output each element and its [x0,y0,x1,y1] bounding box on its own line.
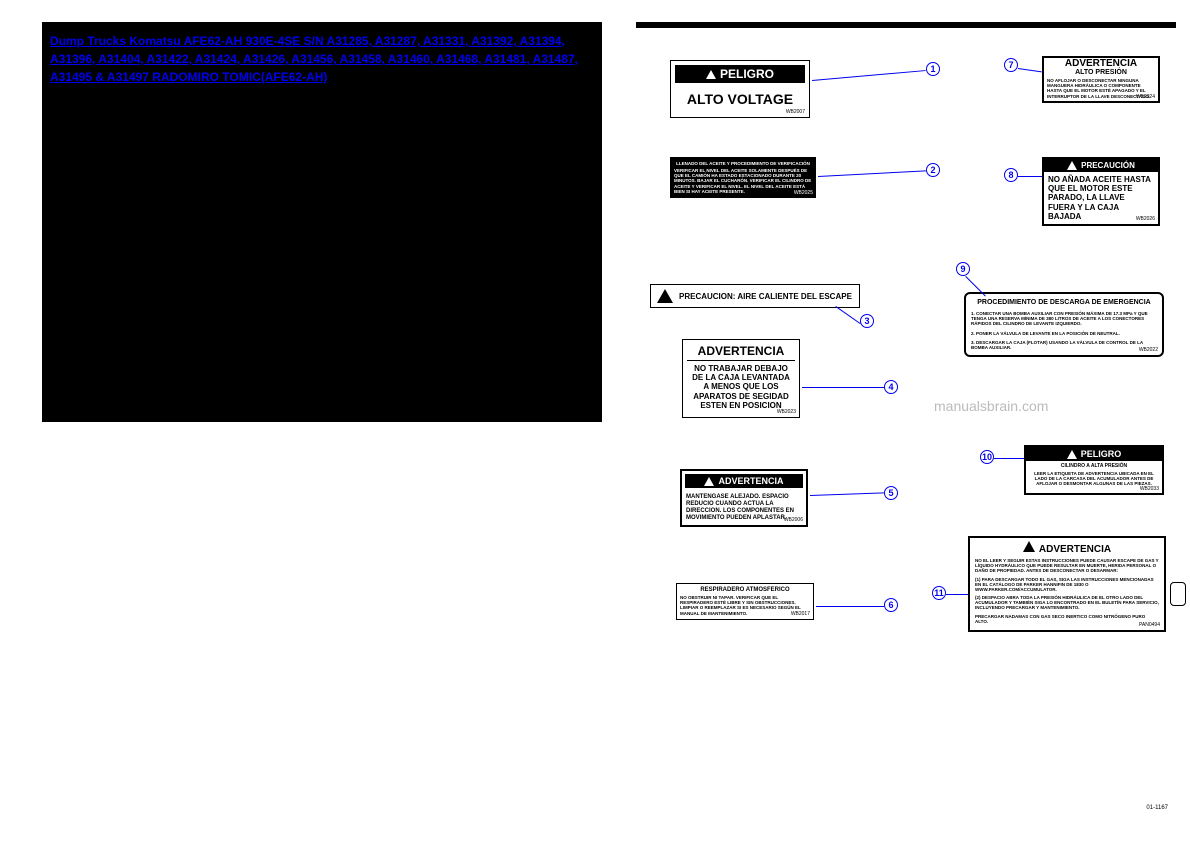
callout-2: 2 [926,163,940,177]
callout-4: 4 [884,380,898,394]
label-1-header: PELIGRO [720,67,774,81]
leader-2 [818,170,926,177]
label-7-header: ADVERTENCIA [1044,58,1158,69]
label-6-header: RESPIRADERO ATMOSFERICO [680,587,810,593]
diagram-page: PELIGRO ALTO VOLTAGE WB2007 LLENADO DEL … [636,22,1176,817]
callout-10: 10 [980,450,994,464]
label-5-mantengase: ADVERTENCIA MANTENGASE ALEJADO. ESPACIO … [680,469,808,527]
label-9-item2: 2. PONER LA VÁLVULA DE LEVANTE EN LA POS… [971,331,1157,336]
label-4-code: WB2023 [777,409,796,415]
leader-5 [810,492,884,496]
label-10-code: WB2033 [1140,486,1159,492]
product-link[interactable]: Dump Trucks Komatsu AFE62-AH 930E-4SE S/… [50,34,578,84]
leader-7 [1018,68,1042,72]
leader-10 [994,458,1024,459]
label-11-item1: (1) PARA DESCARGAR TODO EL GAS, SIGA LAS… [975,577,1159,593]
label-11-header: ADVERTENCIA [1039,544,1111,555]
left-black-panel: Dump Trucks Komatsu AFE62-AH 930E-4SE S/… [42,22,602,422]
callout-7: 7 [1004,58,1018,72]
warning-triangle-icon [1067,161,1077,170]
label-11-body: NO EL LEER Y SEGUIR ESTAS INSTRUCCIONES … [975,558,1159,574]
label-6-code: WB2017 [791,611,810,617]
pressure-gauge-icon [1170,582,1186,606]
warning-triangle-icon [657,289,673,303]
leader-1 [812,70,926,81]
leader-11 [946,594,968,595]
label-9-emergencia: PROCEDIMIENTO DE DESCARGA DE EMERGENCIA … [964,292,1164,357]
watermark: manualsbrain.com [934,398,1048,414]
callout-5: 5 [884,486,898,500]
label-9-header: PROCEDIMIENTO DE DESCARGA DE EMERGENCIA [971,299,1157,306]
label-11-footer: PRECARGAR NADAMAS CON GAS SECO INERTICO … [975,614,1159,624]
label-1-peligro-alto-voltage: PELIGRO ALTO VOLTAGE WB2007 [670,60,810,118]
leader-8 [1018,176,1042,177]
label-9-item1: 1. CONECTAR UNA BOMBA AUXILIAR CON PRESI… [971,311,1157,327]
label-6-respiradero: RESPIRADERO ATMOSFERICO NO OBSTRUIR NI T… [676,583,814,620]
label-3-body: PRECAUCION: AIRE CALIENTE DEL ESCAPE [679,292,852,301]
callout-9: 9 [956,262,970,276]
label-11-code: PAN0494 [1139,622,1160,628]
callout-8: 8 [1004,168,1018,182]
label-1-code: WB2007 [786,109,805,115]
label-2-code: WB2025 [794,190,813,196]
label-8-precaucion: PRECAUCIÓN NO AÑADA ACEITE HASTA QUE EL … [1042,157,1160,226]
label-10-sub: CILINDRO A ALTA PRESIÓN [1026,461,1162,469]
leader-4 [802,387,884,388]
leader-3 [835,306,860,324]
callout-11: 11 [932,586,946,600]
label-7-alto-presion: ADVERTENCIA ALTO PRESIÓN NO AFLOJAR O DE… [1042,56,1160,103]
callout-6: 6 [884,598,898,612]
label-11-item2: (2) DESPACIO ABRA TODA LA PRESIÓN HIDRÁU… [975,595,1159,611]
label-10-header: PELIGRO [1081,449,1122,459]
label-7-code: WB2024 [1136,94,1155,100]
label-2-header: LLENADO DEL ACEITE Y PROCEDIMIENTO DE VE… [674,161,812,166]
leader-6 [816,606,884,607]
label-11-advertencia-gas: ADVERTENCIA NO EL LEER Y SEGUIR ESTAS IN… [968,536,1166,632]
label-4-body: NO TRABAJAR DEBAJO DE LA CAJA LEVANTADA … [687,361,795,413]
warning-triangle-icon [1067,450,1077,459]
label-8-code: WB2026 [1136,216,1155,222]
label-9-item3: 3. DESCARGAR LA CAJA (FLOTAR) USANDO LA … [971,340,1157,350]
label-4-no-trabajar: ADVERTENCIA NO TRABAJAR DEBAJO DE LA CAJ… [682,339,800,418]
label-2-body: VERIFICAR EL NIVEL DEL ACEITE SOLAMENTE … [674,168,812,194]
callout-1: 1 [926,62,940,76]
label-4-header: ADVERTENCIA [687,344,795,361]
label-3-hot-exhaust: PRECAUCION: AIRE CALIENTE DEL ESCAPE [650,284,860,308]
label-2-oil-fill: LLENADO DEL ACEITE Y PROCEDIMIENTO DE VE… [670,157,816,198]
label-9-code: WB2022 [1139,347,1158,353]
label-8-header: PRECAUCIÓN [1081,161,1135,170]
label-7-sub: ALTO PRESIÓN [1044,69,1158,76]
warning-triangle-icon [706,70,716,79]
callout-3: 3 [860,314,874,328]
warning-triangle-icon [704,477,714,486]
label-10-cilindro: PELIGRO CILINDRO A ALTA PRESIÓN LEER LA … [1024,445,1164,495]
warning-triangle-icon [1023,541,1035,552]
page-code: 01-1167 [1146,805,1168,811]
label-5-code: WB2006 [784,517,803,523]
label-5-header: ADVERTENCIA [718,476,783,486]
